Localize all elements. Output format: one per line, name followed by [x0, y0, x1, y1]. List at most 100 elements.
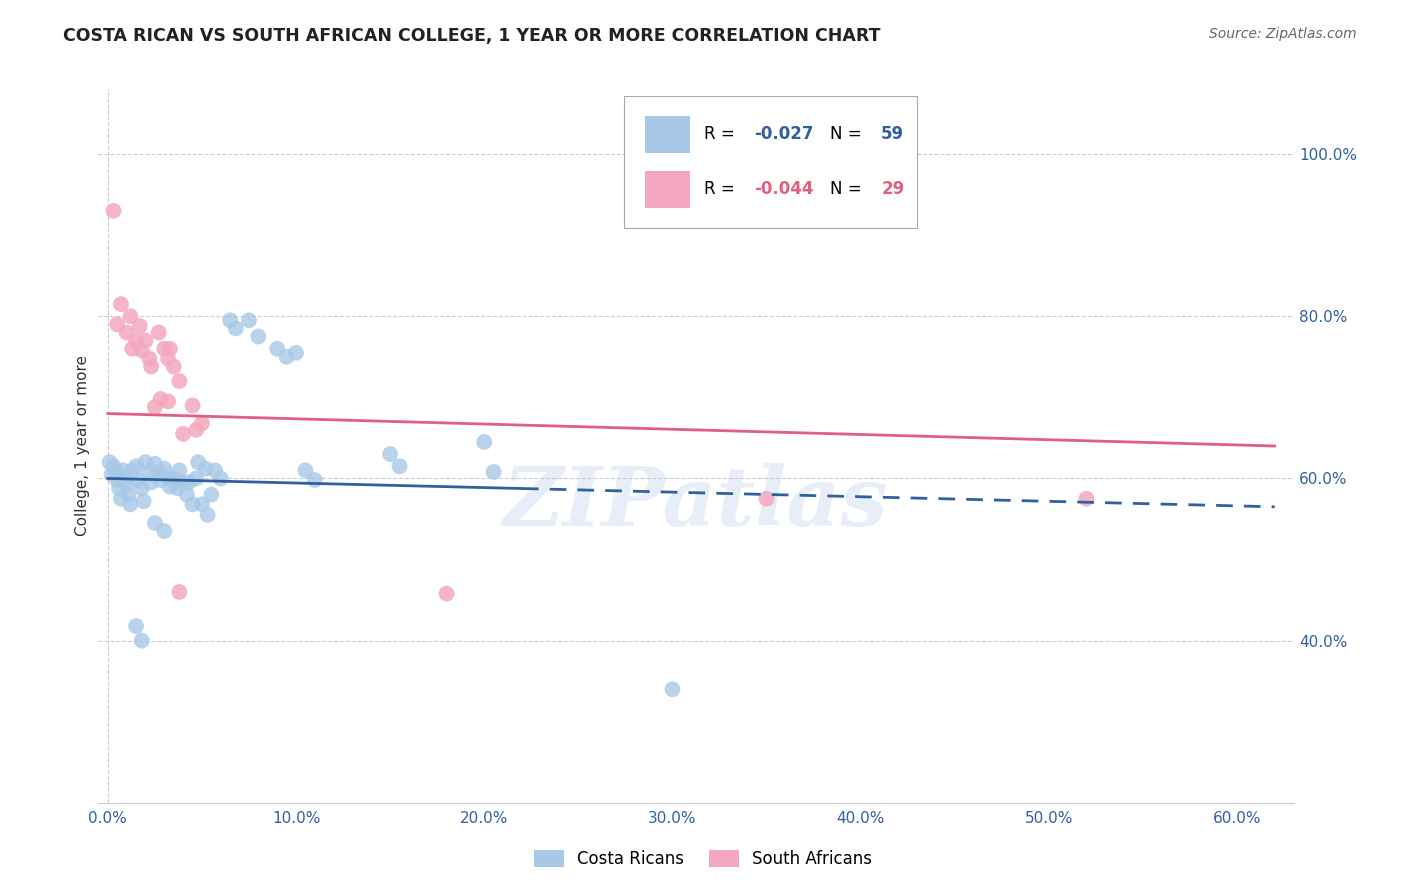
Point: [159, 342, 181, 356]
Point: [197, 508, 219, 522]
Point: [105, 473, 128, 487]
Text: R =: R =: [704, 180, 741, 198]
Point: [166, 481, 188, 495]
Point: [121, 463, 143, 477]
Point: [134, 455, 156, 469]
Point: [121, 342, 143, 356]
FancyBboxPatch shape: [624, 96, 917, 228]
Point: [176, 488, 198, 502]
Point: [163, 359, 186, 374]
Text: 59: 59: [882, 125, 904, 143]
Point: [661, 682, 683, 697]
Text: R =: R =: [704, 125, 741, 143]
Point: [153, 524, 176, 538]
Point: [128, 318, 150, 333]
Point: [125, 459, 148, 474]
Point: [294, 463, 316, 477]
Point: [186, 471, 208, 485]
Point: [191, 497, 214, 511]
Point: [436, 586, 458, 600]
Point: [131, 481, 153, 495]
Point: [285, 345, 308, 359]
Point: [143, 457, 166, 471]
Point: [115, 326, 138, 340]
Point: [169, 463, 191, 477]
Point: [138, 465, 160, 479]
Point: [304, 473, 326, 487]
Point: [115, 478, 138, 492]
Point: [117, 488, 139, 502]
Point: [100, 467, 122, 482]
Point: [153, 461, 176, 475]
Point: [105, 318, 128, 332]
Point: [149, 473, 172, 487]
Text: -0.044: -0.044: [755, 180, 814, 198]
Point: [139, 475, 162, 490]
Text: N =: N =: [830, 125, 866, 143]
Point: [125, 619, 148, 633]
Point: [132, 494, 155, 508]
Point: [149, 392, 172, 406]
Point: [134, 334, 156, 348]
Point: [1076, 491, 1098, 506]
Text: N =: N =: [830, 180, 866, 198]
Point: [111, 463, 134, 477]
Point: [219, 313, 242, 327]
Point: [138, 351, 160, 366]
Point: [139, 359, 162, 374]
Point: [209, 471, 232, 485]
Point: [181, 399, 204, 413]
Point: [181, 497, 204, 511]
Point: [114, 471, 136, 485]
Point: [172, 475, 194, 490]
Point: [472, 434, 495, 449]
Point: [157, 351, 180, 366]
Point: [153, 342, 176, 356]
Point: [104, 465, 127, 479]
Point: [110, 491, 132, 506]
Point: [194, 461, 217, 475]
Point: [186, 423, 208, 437]
Point: [131, 633, 153, 648]
FancyBboxPatch shape: [644, 116, 690, 153]
Point: [177, 475, 200, 490]
Point: [127, 473, 149, 487]
Point: [103, 203, 125, 218]
Text: COSTA RICAN VS SOUTH AFRICAN COLLEGE, 1 YEAR OR MORE CORRELATION CHART: COSTA RICAN VS SOUTH AFRICAN COLLEGE, 1 …: [63, 27, 880, 45]
Point: [108, 481, 131, 495]
Point: [148, 326, 170, 340]
Point: [120, 310, 142, 324]
Point: [157, 394, 180, 409]
Point: [276, 350, 298, 364]
Point: [131, 343, 153, 358]
FancyBboxPatch shape: [644, 170, 690, 208]
Point: [388, 459, 411, 474]
Point: [191, 417, 214, 431]
Point: [169, 374, 191, 388]
Point: [755, 491, 778, 506]
Point: [120, 497, 142, 511]
Point: [163, 471, 186, 485]
Point: [204, 463, 226, 477]
Text: ZIPatlas: ZIPatlas: [503, 463, 889, 543]
Point: [110, 297, 132, 311]
Point: [157, 471, 180, 485]
Text: Source: ZipAtlas.com: Source: ZipAtlas.com: [1209, 27, 1357, 41]
Point: [125, 334, 148, 348]
Legend: Costa Ricans, South Africans: Costa Ricans, South Africans: [527, 843, 879, 875]
Point: [482, 465, 505, 479]
Point: [148, 465, 170, 479]
Point: [225, 321, 247, 335]
Y-axis label: College, 1 year or more: College, 1 year or more: [75, 356, 90, 536]
Point: [143, 516, 166, 530]
Point: [143, 400, 166, 414]
Point: [187, 455, 209, 469]
Point: [247, 329, 270, 343]
Point: [169, 585, 191, 599]
Point: [159, 479, 181, 493]
Text: -0.027: -0.027: [755, 125, 814, 143]
Point: [103, 459, 125, 474]
Point: [238, 313, 260, 327]
Point: [266, 342, 288, 356]
Point: [172, 426, 194, 441]
